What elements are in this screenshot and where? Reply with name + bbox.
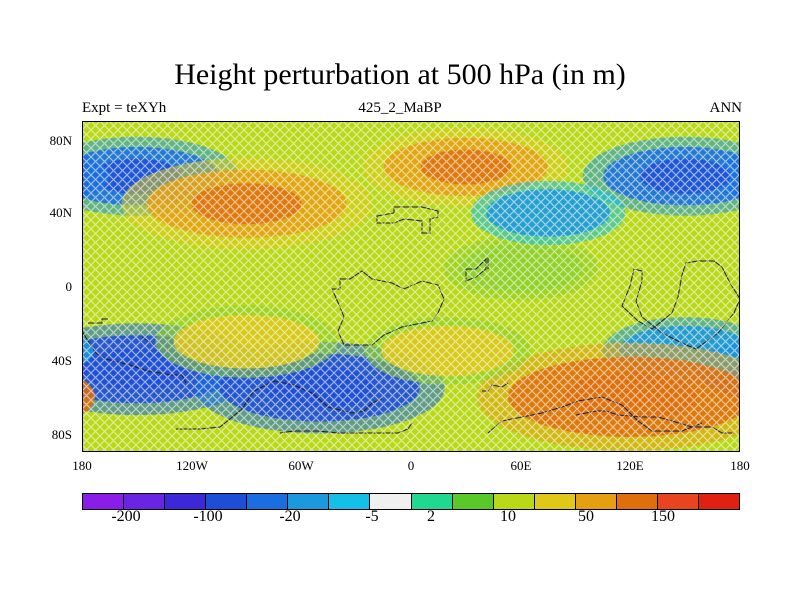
legend-label: -200 [111,508,141,525]
legend-label: 150 [651,508,675,525]
color-legend-bar [82,493,740,510]
legend-swatch [206,494,248,509]
legend-swatch [124,494,166,509]
legend-label: 50 [578,508,594,525]
x-tick-label: 120E [616,458,644,473]
x-tick-label: 120W [176,458,208,473]
legend-swatch [452,494,494,509]
legend-swatch [288,494,330,509]
legend-swatch [83,494,125,509]
legend-swatch [411,494,453,509]
y-tick-label: 40S [51,353,72,368]
legend-label: 10 [500,508,516,525]
legend-swatch [370,494,412,509]
legend-label: -5 [365,508,379,525]
y-tick-label: 40N [49,205,72,220]
map-title: Height perturbation at 500 hPa (in m) [174,58,626,91]
run-label: 425_2_MaBP [358,100,442,116]
x-tick-label: 60W [288,458,314,473]
legend-label: -20 [279,508,301,525]
legend-label: 2 [427,508,435,525]
legend-swatch [657,494,699,509]
x-tick-label: 180 [730,458,750,473]
legend-swatch [165,494,207,509]
legend-swatch [247,494,289,509]
x-tick-label: 60E [510,458,532,473]
legend-swatch [493,494,535,509]
hatch-overlay [82,121,740,452]
contour-map [82,121,740,452]
x-tick-label: 0 [407,458,415,473]
map-frame [82,121,740,452]
legend-swatch [534,494,576,509]
x-tick-label: 180 [72,458,92,473]
legend-swatch [329,494,371,509]
y-tick-label: 80N [49,133,72,148]
legend-swatch [616,494,658,509]
y-tick-label: 0 [65,279,73,294]
y-tick-label: 80S [51,427,72,442]
legend-swatch [575,494,617,509]
legend-swatch [698,494,739,509]
legend-label: -100 [193,508,223,525]
experiment-label: Expt = teXYh [82,100,167,116]
season-label: ANN [709,100,743,116]
